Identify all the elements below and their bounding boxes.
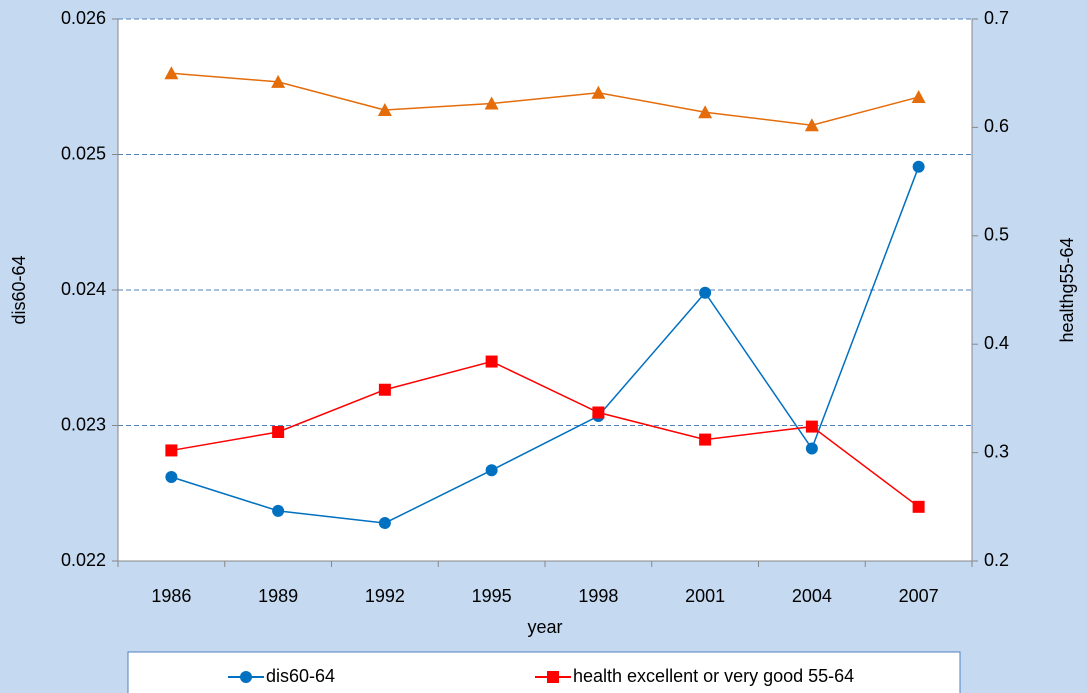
y2-tick-label: 0.5	[984, 225, 1009, 245]
x-tick-label: 2004	[792, 586, 832, 606]
point	[592, 406, 605, 419]
series-line	[171, 72, 919, 126]
legend-marker	[240, 671, 252, 683]
x-tick-label: 2001	[685, 586, 725, 606]
x-tick-label: 1998	[578, 586, 618, 606]
legend-box	[127, 651, 961, 693]
point	[484, 96, 499, 110]
x-axis-label: year	[527, 617, 562, 637]
y2-tick-label: 0.6	[984, 116, 1009, 136]
legend-label: health excellent or very good 55-64	[573, 666, 854, 686]
x-tick-label: 1992	[365, 586, 405, 606]
point	[804, 118, 819, 132]
point	[911, 90, 926, 104]
y2-tick-label: 0.4	[984, 333, 1009, 353]
point	[378, 517, 391, 530]
y2-tick-label: 0.2	[984, 550, 1009, 570]
point	[485, 464, 498, 477]
legend-label: dis60-64	[266, 666, 335, 686]
point	[377, 103, 392, 117]
point	[485, 355, 498, 368]
point	[912, 160, 925, 173]
y-tick-label: 0.026	[61, 8, 106, 28]
y2-tick-label: 0.3	[984, 441, 1009, 461]
y-tick-label: 0.024	[61, 279, 106, 299]
y-axis-label: dis60-64	[9, 255, 29, 324]
point	[272, 426, 285, 439]
point	[271, 74, 286, 88]
x-tick-label: 1995	[472, 586, 512, 606]
x-tick-label: 1989	[258, 586, 298, 606]
point	[164, 66, 179, 80]
x-tick-label: 2007	[899, 586, 939, 606]
point	[698, 105, 713, 119]
y2-tick-label: 0.7	[984, 8, 1009, 28]
legend-marker	[547, 671, 559, 683]
y-tick-label: 0.022	[61, 550, 106, 570]
y-tick-label: 0.025	[61, 143, 106, 163]
point	[699, 433, 712, 446]
point	[699, 286, 712, 299]
series-line	[171, 166, 920, 524]
point	[165, 444, 178, 457]
point	[912, 500, 925, 513]
point	[165, 470, 178, 483]
point	[378, 383, 391, 396]
x-tick-label: 1986	[151, 586, 191, 606]
point	[591, 85, 606, 99]
point	[805, 442, 818, 455]
y2-axis-label: healthg55-64	[1057, 237, 1077, 342]
series-line	[171, 360, 920, 508]
point	[805, 420, 818, 433]
y-tick-label: 0.023	[61, 414, 106, 434]
point	[272, 504, 285, 517]
